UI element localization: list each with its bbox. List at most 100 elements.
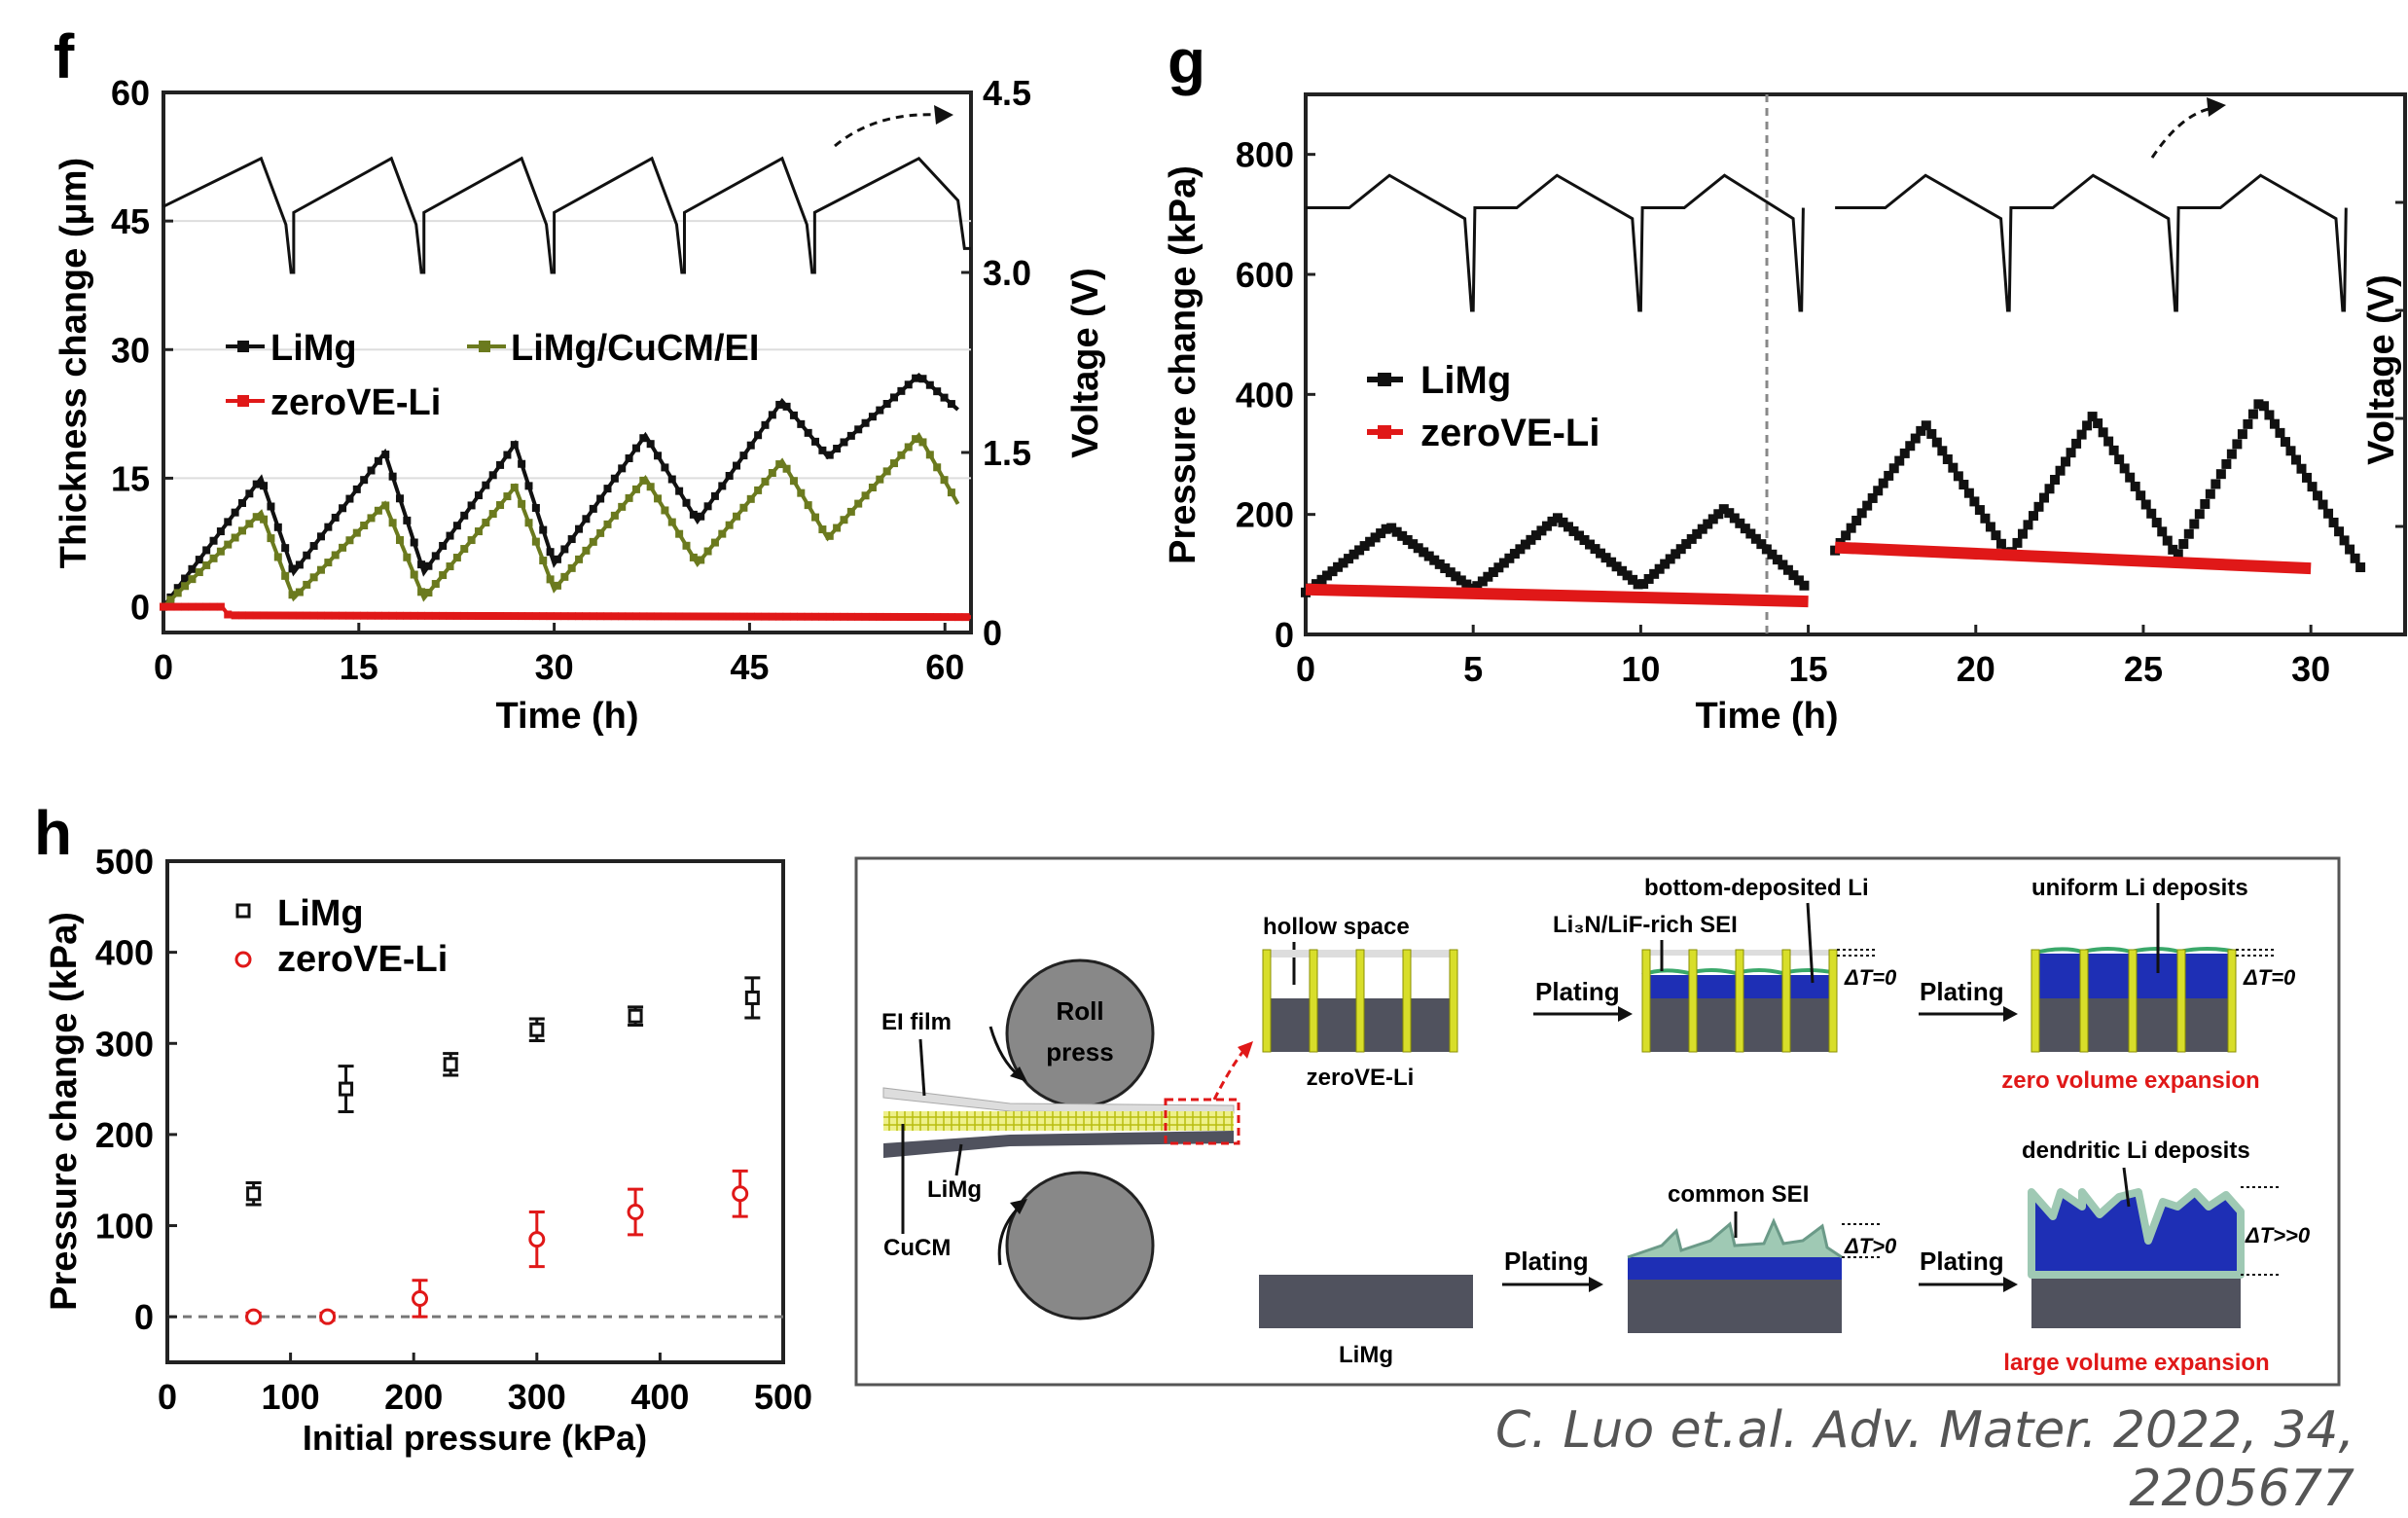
data-point [725, 612, 734, 621]
y2-tick-label: 4.5 [983, 73, 1031, 113]
data-point [403, 553, 412, 561]
data-point [904, 612, 913, 621]
series-LiMg [245, 976, 761, 1207]
data-point [603, 612, 612, 621]
y-tick-label: 300 [95, 1024, 154, 1064]
data-point [954, 613, 963, 622]
data-point [768, 612, 776, 621]
data-point [2017, 528, 2028, 539]
data-point [524, 519, 533, 527]
data-point [2345, 544, 2355, 555]
data-point [245, 520, 254, 528]
data-point [188, 602, 197, 611]
limg-foil-strip [883, 1131, 1234, 1158]
data-point [524, 612, 533, 621]
data-point [245, 489, 254, 498]
data-point [529, 1022, 545, 1037]
data-point [528, 1231, 546, 1248]
data-point [395, 494, 404, 503]
data-point [1894, 455, 1905, 466]
data-point [1611, 561, 1622, 572]
data-point [1761, 544, 1772, 555]
data-point [725, 521, 734, 529]
data-point [553, 555, 561, 563]
data-point [202, 546, 211, 555]
data-point [947, 613, 955, 622]
pillar [1781, 949, 1791, 1053]
data-point [639, 612, 648, 621]
data-point [854, 499, 863, 508]
y-tick-label: 30 [111, 330, 150, 370]
data-point [804, 428, 812, 437]
data-point [288, 564, 297, 573]
data-point [446, 611, 454, 620]
plated-zerove-cell: bottom-deposited Li Li₃N/LiF-rich SEI ΔT… [1553, 875, 1897, 1053]
x-tick-label: 300 [508, 1377, 566, 1417]
pillar [2227, 949, 2237, 1053]
common-sei-cell: common SEI ΔT>0 [1627, 1181, 1897, 1333]
data-point [488, 471, 497, 480]
data-point [744, 990, 760, 1005]
data-point [861, 612, 870, 621]
data-point [718, 529, 727, 538]
data-point [1338, 558, 1348, 568]
data-point [610, 612, 619, 621]
data-point [2323, 508, 2334, 519]
pillar [2128, 949, 2138, 1053]
series-zeroVE-Li [160, 602, 972, 622]
data-point [1530, 530, 1541, 541]
data-point [2076, 429, 2087, 440]
data-point [761, 477, 770, 486]
data-point [861, 418, 870, 427]
data-point [2280, 437, 2290, 448]
data-point [439, 571, 448, 580]
data-point [403, 611, 412, 620]
data-point [1686, 533, 1697, 544]
data-point [381, 611, 390, 620]
data-point [467, 536, 476, 545]
data-point [1756, 539, 1767, 550]
data-point [1681, 539, 1692, 550]
pillar [1641, 949, 1651, 1053]
data-point [1498, 558, 1509, 568]
legend-g-limg-marker [1378, 373, 1391, 386]
data-point [209, 536, 218, 545]
data-point [1509, 549, 1520, 560]
data-point [1788, 570, 1799, 581]
data-point [188, 575, 197, 584]
data-point [1461, 579, 1472, 590]
data-point [281, 611, 290, 620]
data-point [675, 529, 684, 538]
data-point [2334, 526, 2345, 537]
series-zeroVE-Li [245, 1169, 749, 1325]
data-point [446, 531, 454, 540]
data-point [1574, 530, 1585, 541]
x-tick-label: 5 [1463, 649, 1483, 689]
data-point [811, 612, 820, 621]
roll-label: Roll [1056, 996, 1103, 1026]
data-point [2355, 562, 2366, 573]
data-point [1408, 539, 1419, 550]
data-point [661, 506, 669, 515]
data-point [1703, 519, 1713, 529]
pillar [2079, 949, 2089, 1053]
zerove-pillars [1262, 949, 1458, 1053]
data-point [518, 499, 526, 508]
common-sei-spikes [1627, 1217, 1843, 1259]
data-point [2183, 528, 2194, 539]
data-point [1675, 544, 1686, 555]
data-point [531, 503, 540, 512]
data-point [2215, 469, 2226, 480]
data-point [474, 491, 483, 500]
data-point [2253, 399, 2264, 410]
data-point [804, 612, 812, 621]
data-point [1671, 549, 1681, 560]
data-point [596, 494, 605, 503]
data-point [1778, 560, 1788, 570]
data-point [295, 611, 304, 620]
large-volume-label: large volume expansion [2003, 1350, 2269, 1376]
limg-bare-substrate [1259, 1275, 1473, 1328]
data-point [452, 611, 461, 620]
data-point [840, 516, 848, 524]
data-point [811, 437, 820, 446]
